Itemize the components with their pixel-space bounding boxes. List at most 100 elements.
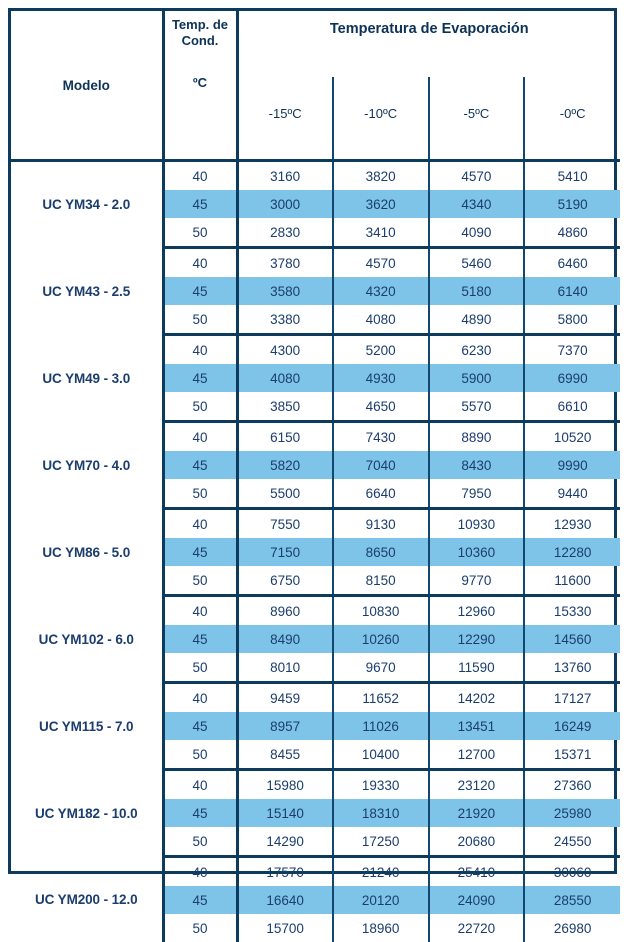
capacity-cell: 10830: [333, 596, 429, 626]
capacity-table-container: Modelo Temp. de Cond. ºC Temperatura de …: [8, 8, 617, 874]
capacity-cell: 6610: [524, 392, 620, 422]
column-header-evap--0c: -0ºC: [524, 77, 620, 159]
capacity-cell: 9670: [333, 653, 429, 683]
cond-temp-cell: 40: [163, 161, 237, 191]
capacity-cell: 6640: [333, 479, 429, 509]
capacity-cell: 11026: [333, 712, 429, 740]
cond-temp-cell: 40: [163, 683, 237, 713]
capacity-cell: 5190: [524, 190, 620, 218]
capacity-cell: 10520: [524, 422, 620, 452]
capacity-cell: 9440: [524, 479, 620, 509]
capacity-cell: 10360: [429, 538, 525, 566]
model-name-cell: UC YM102 - 6.0: [11, 596, 163, 683]
capacity-cell: 7040: [333, 451, 429, 479]
cond-temp-cell: 45: [163, 712, 237, 740]
capacity-cell: 3850: [237, 392, 333, 422]
capacity-cell: 5460: [429, 248, 525, 278]
capacity-cell: 6230: [429, 335, 525, 365]
cond-temp-cell: 50: [163, 305, 237, 335]
capacity-cell: 3620: [333, 190, 429, 218]
capacity-cell: 8150: [333, 566, 429, 596]
cond-temp-cell: 50: [163, 827, 237, 857]
cond-temp-cell: 50: [163, 479, 237, 509]
capacity-cell: 6140: [524, 277, 620, 305]
model-name-cell: UC YM86 - 5.0: [11, 509, 163, 596]
header-row-primary: Modelo Temp. de Cond. ºC Temperatura de …: [11, 11, 620, 77]
capacity-cell: 26980: [524, 914, 620, 942]
model-name-cell: UC YM43 - 2.5: [11, 248, 163, 335]
capacity-cell: 8957: [237, 712, 333, 740]
capacity-cell: 24090: [429, 886, 525, 914]
capacity-cell: 5180: [429, 277, 525, 305]
capacity-cell: 13451: [429, 712, 525, 740]
capacity-cell: 5800: [524, 305, 620, 335]
capacity-cell: 4090: [429, 218, 525, 248]
capacity-cell: 28550: [524, 886, 620, 914]
capacity-cell: 27360: [524, 770, 620, 800]
capacity-cell: 8960: [237, 596, 333, 626]
capacity-cell: 12280: [524, 538, 620, 566]
capacity-cell: 18310: [333, 799, 429, 827]
cond-temp-cell: 50: [163, 740, 237, 770]
capacity-cell: 3160: [237, 161, 333, 191]
capacity-cell: 21240: [333, 857, 429, 887]
model-name-cell: UC YM70 - 4.0: [11, 422, 163, 509]
cond-temp-cell: 45: [163, 277, 237, 305]
capacity-cell: 7150: [237, 538, 333, 566]
capacity-cell: 4890: [429, 305, 525, 335]
capacity-cell: 3380: [237, 305, 333, 335]
capacity-cell: 5410: [524, 161, 620, 191]
cond-temp-cell: 45: [163, 451, 237, 479]
capacity-cell: 8010: [237, 653, 333, 683]
capacity-cell: 12930: [524, 509, 620, 539]
column-header-modelo: Modelo: [11, 11, 163, 159]
cond-temp-cell: 40: [163, 248, 237, 278]
capacity-cell: 18960: [333, 914, 429, 942]
capacity-cell: 25980: [524, 799, 620, 827]
capacity-cell: 12700: [429, 740, 525, 770]
cond-temp-cell: 40: [163, 770, 237, 800]
capacity-cell: 2830: [237, 218, 333, 248]
capacity-cell: 11652: [333, 683, 429, 713]
capacity-cell: 7550: [237, 509, 333, 539]
capacity-cell: 7950: [429, 479, 525, 509]
cond-temp-cell: 45: [163, 190, 237, 218]
capacity-cell: 19330: [333, 770, 429, 800]
column-header-evap--10c: -10ºC: [333, 77, 429, 159]
capacity-cell: 15980: [237, 770, 333, 800]
capacity-cell: 10930: [429, 509, 525, 539]
capacity-cell: 20680: [429, 827, 525, 857]
capacity-cell: 25410: [429, 857, 525, 887]
capacity-cell: 5900: [429, 364, 525, 392]
capacity-cell: 17570: [237, 857, 333, 887]
capacity-cell: 6990: [524, 364, 620, 392]
model-name-cell: UC YM182 - 10.0: [11, 770, 163, 857]
capacity-cell: 10400: [333, 740, 429, 770]
temp-cond-line2: Cond.: [182, 33, 219, 48]
capacity-cell: 8455: [237, 740, 333, 770]
capacity-cell: 4650: [333, 392, 429, 422]
capacity-cell: 5570: [429, 392, 525, 422]
cond-temp-cell: 40: [163, 596, 237, 626]
capacity-cell: 8430: [429, 451, 525, 479]
capacity-cell: 4570: [333, 248, 429, 278]
capacity-cell: 11590: [429, 653, 525, 683]
column-header-evap--15c: -15ºC: [237, 77, 333, 159]
capacity-cell: 9130: [333, 509, 429, 539]
cond-temp-cell: 45: [163, 625, 237, 653]
capacity-cell: 15330: [524, 596, 620, 626]
capacity-cell: 7430: [333, 422, 429, 452]
capacity-cell: 16640: [237, 886, 333, 914]
capacity-cell: 3780: [237, 248, 333, 278]
temp-cond-unit: ºC: [167, 75, 234, 91]
capacity-cell: 9990: [524, 451, 620, 479]
column-header-temperatura-evaporacion: Temperatura de Evaporación: [237, 11, 620, 77]
capacity-cell: 14202: [429, 683, 525, 713]
cond-temp-cell: 45: [163, 799, 237, 827]
